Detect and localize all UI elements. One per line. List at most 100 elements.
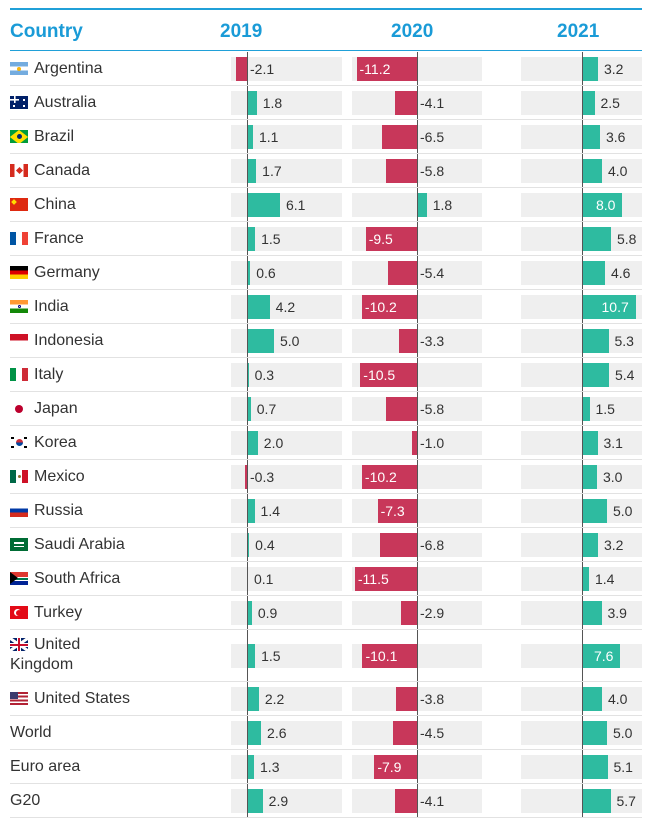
bar-track-2021 bbox=[521, 91, 642, 115]
country-cell: Brazil bbox=[10, 120, 225, 153]
turkey-flag-icon bbox=[10, 606, 28, 619]
value-label-2020: -7.3 bbox=[380, 503, 405, 519]
country-cell: United Kingdom bbox=[10, 630, 225, 686]
table-row: Germany 0.6 -5.4 4.6 bbox=[10, 256, 642, 290]
bar-2020 bbox=[374, 755, 417, 779]
zero-axis-2019 bbox=[247, 256, 248, 289]
mexico-flag-icon bbox=[10, 470, 28, 483]
bar-2021 bbox=[582, 465, 597, 489]
bar-track-2021 bbox=[521, 227, 642, 251]
header-2020: 2020 bbox=[391, 21, 434, 42]
value-label-2021: 8.0 bbox=[596, 197, 616, 213]
value-label-2020: -5.8 bbox=[420, 401, 445, 417]
value-label-2020: -4.1 bbox=[420, 95, 445, 111]
country-label: Canada bbox=[34, 161, 91, 179]
value-label-2020: -3.3 bbox=[420, 333, 445, 349]
zero-axis-2020 bbox=[417, 188, 418, 221]
value-label-2019: 1.3 bbox=[260, 759, 280, 775]
bar-track-2021 bbox=[521, 755, 642, 779]
value-label-2019: 6.1 bbox=[285, 197, 306, 213]
korea-flag-icon bbox=[10, 436, 28, 449]
zero-axis-2021 bbox=[582, 750, 583, 783]
value-label-2019: 1.8 bbox=[262, 95, 283, 111]
value-label-2020: -4.1 bbox=[420, 793, 445, 809]
zero-axis-2021 bbox=[582, 392, 583, 425]
zero-axis-2020 bbox=[417, 682, 418, 715]
country-cell: France bbox=[10, 222, 225, 255]
bar-2021 bbox=[582, 687, 602, 711]
country-label: Russia bbox=[34, 501, 83, 519]
country-label: Turkey bbox=[34, 603, 83, 621]
bar-2020 bbox=[411, 431, 417, 455]
bar-2019 bbox=[247, 601, 252, 625]
bar-track-2019 bbox=[231, 465, 342, 489]
bar-2020 bbox=[417, 193, 427, 217]
bar-2021 bbox=[582, 227, 611, 251]
zero-axis-2019 bbox=[247, 120, 248, 153]
bar-2020 bbox=[385, 159, 417, 183]
bar-2019 bbox=[247, 295, 270, 319]
bar-2020 bbox=[394, 91, 417, 115]
russia-flag-icon bbox=[10, 504, 28, 517]
bar-2021 bbox=[582, 91, 595, 115]
india-flag-icon bbox=[10, 300, 28, 313]
bar-track-2021 bbox=[521, 363, 642, 387]
country-cell: Indonesia bbox=[10, 324, 225, 357]
bar-2020 bbox=[356, 57, 417, 81]
zero-axis-2020 bbox=[417, 358, 418, 391]
bar-track-2021 bbox=[521, 465, 642, 489]
value-label-2019: 0.4 bbox=[255, 537, 275, 553]
canada-flag-icon bbox=[10, 164, 28, 177]
zero-axis-2021 bbox=[582, 528, 583, 561]
bar-2020 bbox=[401, 601, 417, 625]
zero-axis-2021 bbox=[582, 120, 583, 153]
bar-track-2021 bbox=[521, 397, 642, 421]
bar-2019 bbox=[247, 193, 280, 217]
united-kingdom-flag-icon bbox=[10, 638, 28, 651]
value-label-2019: 1.4 bbox=[260, 503, 281, 519]
zero-axis-2019 bbox=[247, 630, 248, 681]
country-label: Australia bbox=[34, 93, 97, 111]
country-label: United Kingdom bbox=[10, 636, 81, 673]
bar-2020 bbox=[392, 721, 417, 745]
value-label-2020: -11.5 bbox=[357, 571, 389, 587]
value-label-2021: 3.2 bbox=[604, 537, 624, 553]
bar-2019 bbox=[247, 499, 255, 523]
bar-2019 bbox=[247, 644, 256, 668]
zero-axis-2021 bbox=[582, 290, 583, 323]
zero-axis-2019 bbox=[247, 750, 248, 783]
value-label-2020: -3.8 bbox=[420, 691, 445, 707]
value-label-2019: 2.2 bbox=[264, 691, 285, 707]
bar-2019 bbox=[247, 397, 251, 421]
zero-axis-2021 bbox=[582, 222, 583, 255]
value-label-2020: -9.5 bbox=[368, 231, 393, 247]
country-label: China bbox=[34, 195, 76, 213]
country-cell: India bbox=[10, 290, 225, 323]
value-label-2021: 7.6 bbox=[594, 648, 614, 664]
zero-axis-2020 bbox=[417, 562, 418, 595]
zero-axis-2019 bbox=[247, 494, 248, 527]
bar-track-2019 bbox=[231, 567, 342, 591]
bar-2021 bbox=[582, 363, 609, 387]
value-label-2019: 1.5 bbox=[261, 648, 281, 664]
bar-track-2021 bbox=[521, 533, 642, 557]
value-label-2020: -7.9 bbox=[377, 759, 402, 775]
zero-axis-2020 bbox=[417, 86, 418, 119]
zero-axis-2021 bbox=[582, 596, 583, 629]
value-label-2020: -5.4 bbox=[420, 265, 445, 281]
zero-axis-2020 bbox=[417, 494, 418, 527]
country-cell: Russia bbox=[10, 494, 225, 527]
germany-flag-icon bbox=[10, 266, 28, 279]
table-row: Brazil 1.1 -6.5 3.6 bbox=[10, 120, 642, 154]
country-label: Germany bbox=[34, 263, 100, 281]
zero-axis-2021 bbox=[582, 784, 583, 817]
value-label-2021: 10.7 bbox=[601, 299, 629, 315]
bar-track-2021 bbox=[521, 159, 642, 183]
bar-2020 bbox=[380, 533, 417, 557]
zero-axis-2021 bbox=[582, 630, 583, 681]
value-label-2020: -5.8 bbox=[420, 163, 445, 179]
zero-axis-2020 bbox=[417, 52, 418, 85]
zero-axis-2021 bbox=[582, 324, 583, 357]
table-row: World 2.6 -4.5 5.0 bbox=[10, 716, 642, 750]
value-label-2019: 1.1 bbox=[258, 129, 279, 145]
